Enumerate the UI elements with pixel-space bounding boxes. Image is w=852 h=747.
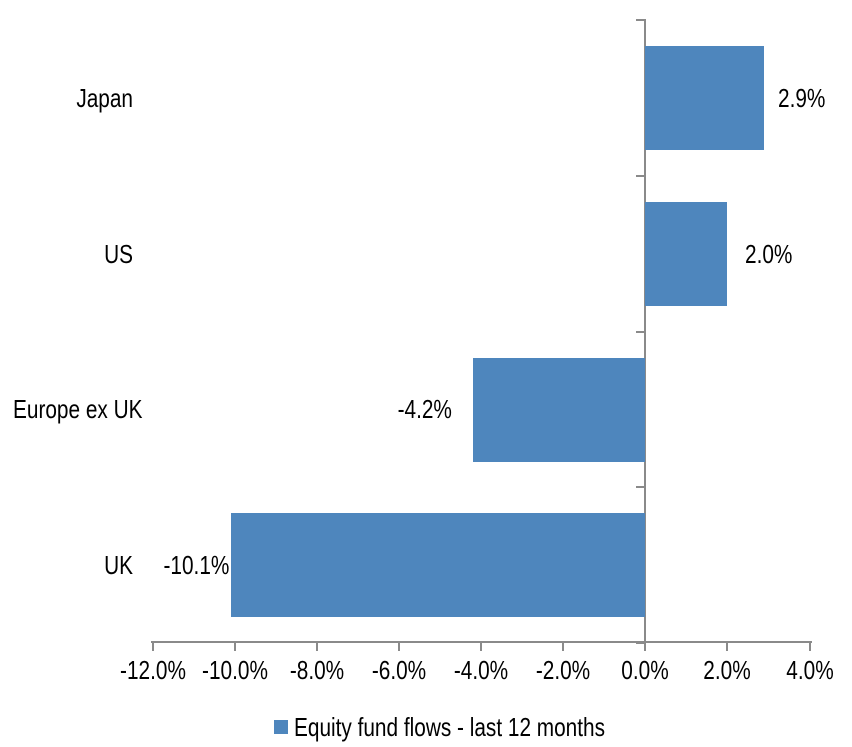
x-axis-tick xyxy=(562,643,565,651)
value-label-europe-ex-uk: -4.2% xyxy=(397,394,452,425)
x-tick-label: -4.0% xyxy=(453,655,509,685)
x-axis-tick xyxy=(315,643,318,651)
legend: Equity fund flows - last 12 months xyxy=(274,712,683,742)
y-axis-tick xyxy=(636,330,646,333)
x-tick-label: 0.0% xyxy=(621,655,669,685)
x-tick-label: 4.0% xyxy=(785,655,834,685)
bar-japan xyxy=(645,46,765,150)
bar-europe-ex-uk xyxy=(472,357,646,462)
value-label-us: 2.0% xyxy=(745,238,793,269)
x-axis-tick xyxy=(233,643,236,651)
x-tick-label: 2.0% xyxy=(703,655,752,685)
x-axis-tick xyxy=(397,643,400,651)
legend-label: Equity fund flows - last 12 months xyxy=(294,712,605,742)
x-axis-tick xyxy=(644,643,647,651)
x-tick-label: -10.0% xyxy=(201,655,268,685)
x-axis-tick xyxy=(480,643,482,651)
x-axis-line xyxy=(151,641,812,643)
x-axis-tick xyxy=(726,643,729,651)
y-axis-line xyxy=(644,20,647,651)
bar-uk xyxy=(230,513,646,618)
y-axis-tick xyxy=(636,642,646,644)
y-axis-tick xyxy=(636,19,646,21)
category-label-europe-ex-uk: Europe ex UK xyxy=(13,394,143,425)
x-tick-label: -12.0% xyxy=(119,655,186,685)
category-label-uk: UK xyxy=(104,550,133,581)
legend-swatch xyxy=(274,720,288,734)
value-label-uk: -10.1% xyxy=(163,550,230,581)
value-label-japan: 2.9% xyxy=(778,82,826,113)
y-axis-tick xyxy=(636,174,646,177)
x-axis-tick xyxy=(808,643,811,651)
y-axis-tick xyxy=(636,486,646,489)
x-tick-label: -8.0% xyxy=(289,655,344,685)
category-label-us: US xyxy=(104,238,133,269)
x-axis-tick xyxy=(151,643,154,651)
x-tick-label: -2.0% xyxy=(535,655,591,685)
bar-us xyxy=(645,201,728,306)
x-tick-label: -6.0% xyxy=(371,655,427,685)
category-label-japan: Japan xyxy=(76,82,133,113)
